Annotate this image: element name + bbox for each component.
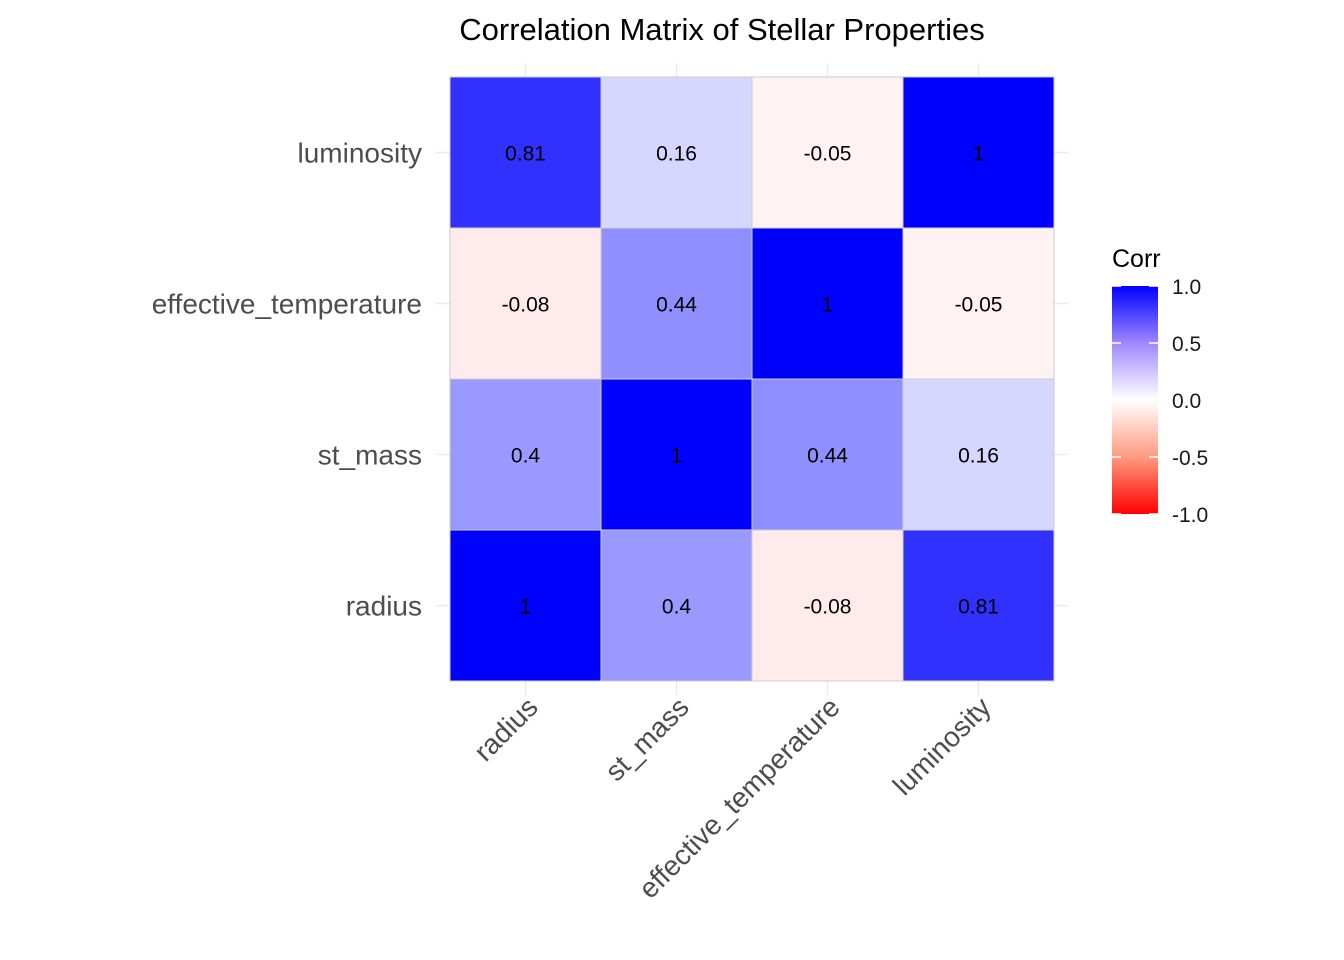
cell-value-label: 0.4: [511, 445, 541, 468]
cell-value-label: 0.44: [656, 294, 697, 317]
cell-value-label: -0.08: [502, 294, 550, 317]
heatmap-cell: [449, 227, 602, 380]
x-tick-label: st_mass: [599, 691, 695, 787]
cell-value-label: -0.05: [804, 143, 852, 166]
cell-value-label: 0.81: [958, 596, 999, 619]
legend-title: Corr: [1112, 245, 1161, 273]
heatmap-tiles: [449, 76, 1055, 682]
heatmap-cell: [449, 529, 602, 682]
cell-value-label: 1: [520, 596, 532, 619]
legend: Corr 1.0 0.5 0.0 -0.5 -1.0: [1112, 245, 1208, 527]
cell-value-label: 0.44: [807, 445, 848, 468]
y-tick-label: luminosity: [298, 138, 422, 169]
x-tick-label: luminosity: [887, 691, 997, 801]
heatmap-cell: [902, 227, 1055, 380]
x-tick-label: radius: [468, 691, 544, 767]
y-tick-label: radius: [346, 591, 422, 622]
heatmap-cell: [902, 378, 1055, 531]
cell-value-label: 1: [822, 294, 834, 317]
heatmap-cell: [600, 76, 753, 229]
heatmap-cell: [600, 529, 753, 682]
heatmap-cell: [449, 76, 602, 229]
cell-labels: 1 0.4 -0.08 0.81 0.4 1 0.44 0.16 -0.08 0.44 1 -0.05…: [502, 143, 1003, 619]
cell-value-label: 1: [973, 143, 985, 166]
heatmap-cell: [751, 227, 904, 380]
y-axis-labels: radius st_mass effective_temperature lumino…: [152, 138, 422, 622]
legend-ticks: 1.0 0.5 0.0 -0.5 -1.0: [1112, 276, 1208, 527]
heatmap-cell: [751, 76, 904, 229]
chart-title: Correlation Matrix of Stellar Properties: [459, 12, 984, 47]
heatmap-cell: [902, 76, 1055, 229]
cell-value-label: 1: [671, 445, 683, 468]
cell-value-label: -0.05: [955, 294, 1003, 317]
heatmap-cell: [902, 529, 1055, 682]
legend-tick-label: -0.5: [1172, 447, 1208, 470]
legend-tick-label: 0.5: [1172, 333, 1201, 356]
heatmap-cell: [751, 529, 904, 682]
y-tick-label: effective_temperature: [152, 289, 422, 320]
cell-value-label: -0.08: [804, 596, 852, 619]
cell-value-label: 0.4: [662, 596, 692, 619]
heatmap-cell: [600, 378, 753, 531]
cell-value-label: 0.81: [505, 143, 546, 166]
legend-tick-label: 1.0: [1172, 276, 1201, 299]
legend-tick-label: -1.0: [1172, 504, 1208, 527]
y-tick-label: st_mass: [318, 440, 422, 471]
cell-value-label: 0.16: [656, 143, 697, 166]
legend-tick-label: 0.0: [1172, 390, 1201, 413]
cell-value-label: 0.16: [958, 445, 999, 468]
